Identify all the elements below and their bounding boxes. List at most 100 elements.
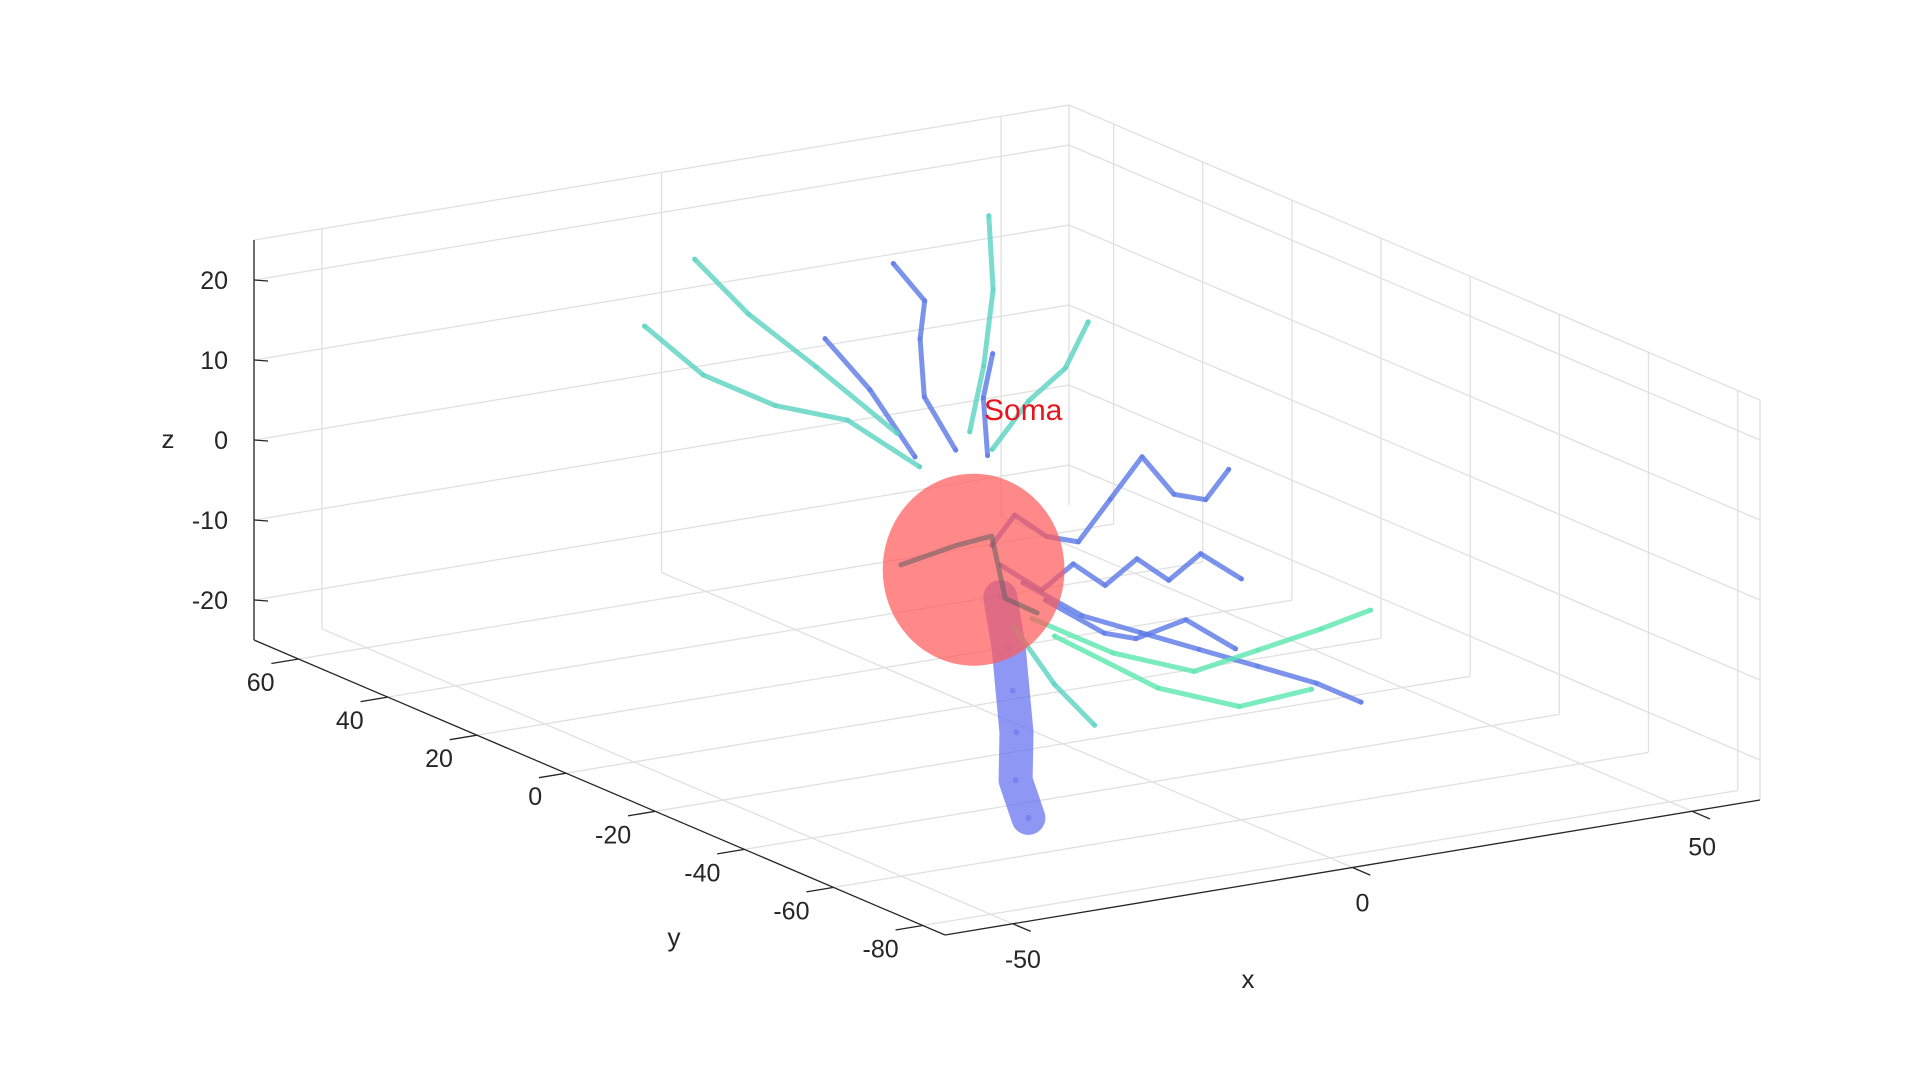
side-grid-line-z [1068, 224, 1761, 521]
x-axis-label: x [1242, 964, 1255, 994]
branch-point [985, 453, 991, 459]
x-tick-label: -50 [1005, 946, 1041, 974]
branch-point [967, 429, 973, 435]
y-tick-label: -80 [863, 936, 899, 964]
soma-annotation: Soma [984, 394, 1063, 427]
dendrite-branch-7 [1043, 597, 1238, 652]
branch-point [1238, 576, 1244, 582]
dendrite-branch-4 [890, 261, 959, 453]
soma-body [882, 473, 1065, 666]
floor-grid-line-y [833, 751, 1649, 889]
floor-grid-line-y [476, 599, 1293, 736]
floor-grid-line-y [922, 789, 1738, 927]
branch-point [989, 447, 995, 452]
tick-labels: -50 0 50 60 40 20 0 -20 -40 -60 -80 20 10 0 -10 -20 [192, 267, 1716, 974]
branch-point [1171, 491, 1177, 497]
branch-point [1233, 646, 1238, 652]
branch-point [1166, 577, 1172, 583]
branch-point [1026, 398, 1032, 404]
box-edge [1068, 104, 1761, 401]
branch-point [1062, 365, 1068, 371]
branch-point [642, 323, 648, 329]
dendrite-branch-9 [692, 256, 900, 436]
z-tick-mark [253, 279, 269, 282]
branch-point [1051, 681, 1057, 687]
y-tick-label: 0 [528, 783, 542, 811]
branch-point [1075, 539, 1081, 545]
branch-point [953, 447, 959, 453]
branch-point [1236, 704, 1242, 709]
branch-point [890, 261, 896, 266]
branch-point [1052, 633, 1058, 639]
branch-point [1255, 663, 1261, 669]
branch-point [1358, 699, 1364, 705]
branch-point [1309, 686, 1314, 692]
z-tick-mark [253, 519, 269, 522]
branch-point [1133, 636, 1139, 642]
back-grid-line-z [253, 144, 1070, 281]
x-tick-mark [1012, 923, 1031, 932]
branch-point [1198, 551, 1204, 557]
y-tick-mark [627, 810, 656, 817]
side-grid-line-z [1068, 144, 1761, 441]
branch-point [822, 336, 828, 342]
branch-point [1368, 607, 1373, 613]
dendrite-branch-8 [642, 323, 923, 470]
branch-point [1134, 556, 1140, 562]
branch-point [921, 394, 927, 400]
floor-grid-line-x [1000, 515, 1693, 812]
branch-point [1155, 685, 1161, 691]
back-grid-line-z [253, 224, 1070, 361]
branch-point [700, 372, 706, 378]
branch-point [772, 403, 778, 409]
dendrite-branch-13 [1029, 607, 1373, 674]
y-axis-line [253, 639, 946, 936]
branch-point [894, 430, 900, 436]
branch-point [1009, 687, 1016, 694]
y-tick-mark [271, 658, 299, 665]
y-tick-label: 40 [336, 707, 364, 735]
branch-point [1085, 319, 1091, 325]
back-grid-line-z [253, 304, 1070, 441]
branch-point [1203, 497, 1209, 503]
branch-point [981, 363, 987, 369]
y-tick-mark [717, 848, 745, 855]
x-tick-label: 0 [1356, 890, 1370, 918]
x-tick-label: 50 [1688, 833, 1716, 861]
branch-point [922, 298, 928, 304]
z-tick-mark [253, 359, 269, 362]
branch-point [1107, 496, 1113, 502]
branch-point [746, 311, 752, 317]
y-tick-mark [449, 734, 478, 741]
y-axis-label: y [668, 922, 681, 952]
y-tick-mark [538, 772, 567, 779]
branch-point [1092, 722, 1098, 728]
branch-point [1079, 613, 1085, 619]
y-tick-label: 20 [425, 745, 453, 773]
branch-point [1318, 626, 1324, 632]
soma-inner-trace [898, 533, 1040, 616]
branch-point [1025, 814, 1032, 821]
branch-point [1191, 668, 1197, 674]
branch-point [912, 454, 918, 460]
branch-point [1012, 777, 1019, 784]
branch-point [990, 351, 996, 357]
axes-grid [253, 104, 1761, 927]
floor-grid-line-y [387, 561, 1203, 698]
branch-point [1101, 630, 1107, 636]
side-grid-line-z [1068, 464, 1761, 761]
branch-point [1255, 647, 1261, 653]
y-tick-mark [895, 924, 923, 931]
x-tick-mark [1352, 866, 1371, 876]
branch-point [692, 256, 698, 262]
z-tick-mark [253, 599, 269, 602]
axis-labels: x y z Soma [162, 394, 1255, 994]
soma [882, 473, 1065, 666]
branch-point [917, 464, 923, 470]
dendrite-branch-5 [822, 336, 918, 460]
branch-point [1013, 729, 1020, 736]
branch-point [867, 387, 873, 393]
branch-point [1070, 561, 1076, 567]
branch-point [813, 364, 819, 370]
